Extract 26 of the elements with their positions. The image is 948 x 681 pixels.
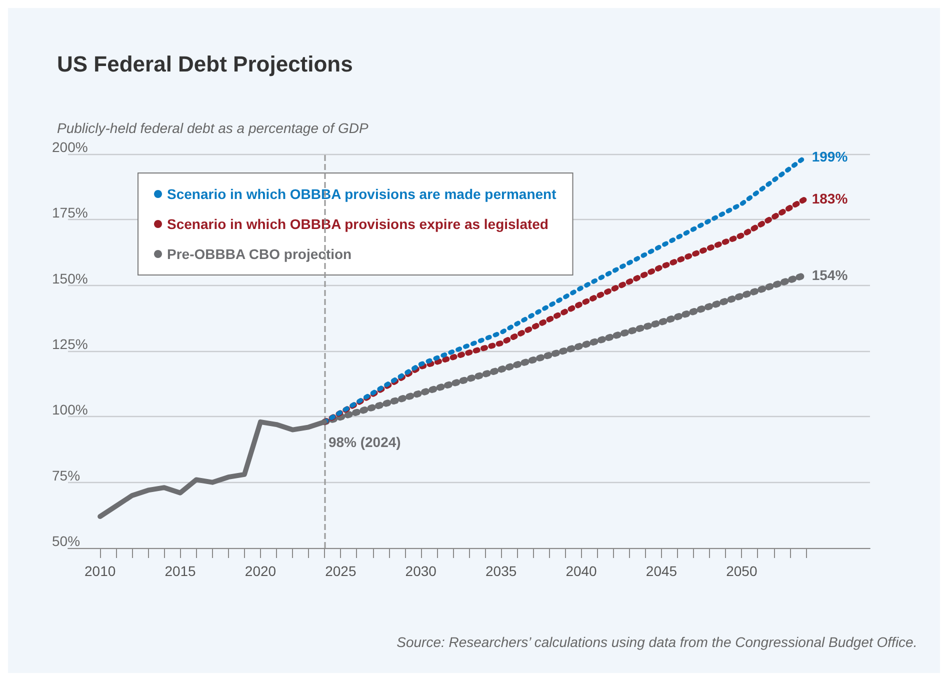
x-tick-label: 2050 — [726, 563, 758, 579]
y-tick-label: 75% — [52, 467, 80, 484]
y-tick-label: 50% — [52, 533, 80, 549]
x-tick-label: 2015 — [164, 563, 196, 579]
x-tick-label: 2025 — [325, 563, 356, 579]
x-tick-label: 2035 — [486, 563, 517, 579]
y-tick-label: 100% — [52, 402, 88, 418]
legend-label: Scenario in which OBBBA provisions are made permanent — [167, 186, 557, 202]
x-tick-label: 2040 — [566, 563, 598, 579]
y-tick-label: 200% — [52, 139, 88, 155]
y-tick-label: 125% — [52, 336, 88, 352]
annotation: 98% (2024) — [328, 434, 401, 450]
legend-label: Scenario in which OBBBA provisions expire as legislated — [167, 216, 548, 232]
data-label: 199% — [812, 148, 848, 165]
data-label: 183% — [812, 190, 848, 207]
legend-label: Pre-OBBBA CBO projection — [167, 246, 352, 262]
x-tick-label: 2020 — [244, 563, 276, 579]
source-note: Source: Researchers’ calculations using data from the Congressional Budget Office. — [396, 634, 918, 650]
x-tick-label: 2030 — [405, 563, 437, 579]
y-axis-title: Publicly-held federal debt as a percentage of GDP — [57, 120, 369, 136]
data-label: 154% — [812, 266, 848, 283]
x-tick-label: 2010 — [84, 563, 116, 579]
x-tick-label: 2045 — [646, 563, 678, 579]
y-tick-label: 175% — [52, 204, 88, 221]
y-tick-label: 150% — [52, 270, 88, 286]
chart-title: US Federal Debt Projections — [57, 52, 353, 76]
